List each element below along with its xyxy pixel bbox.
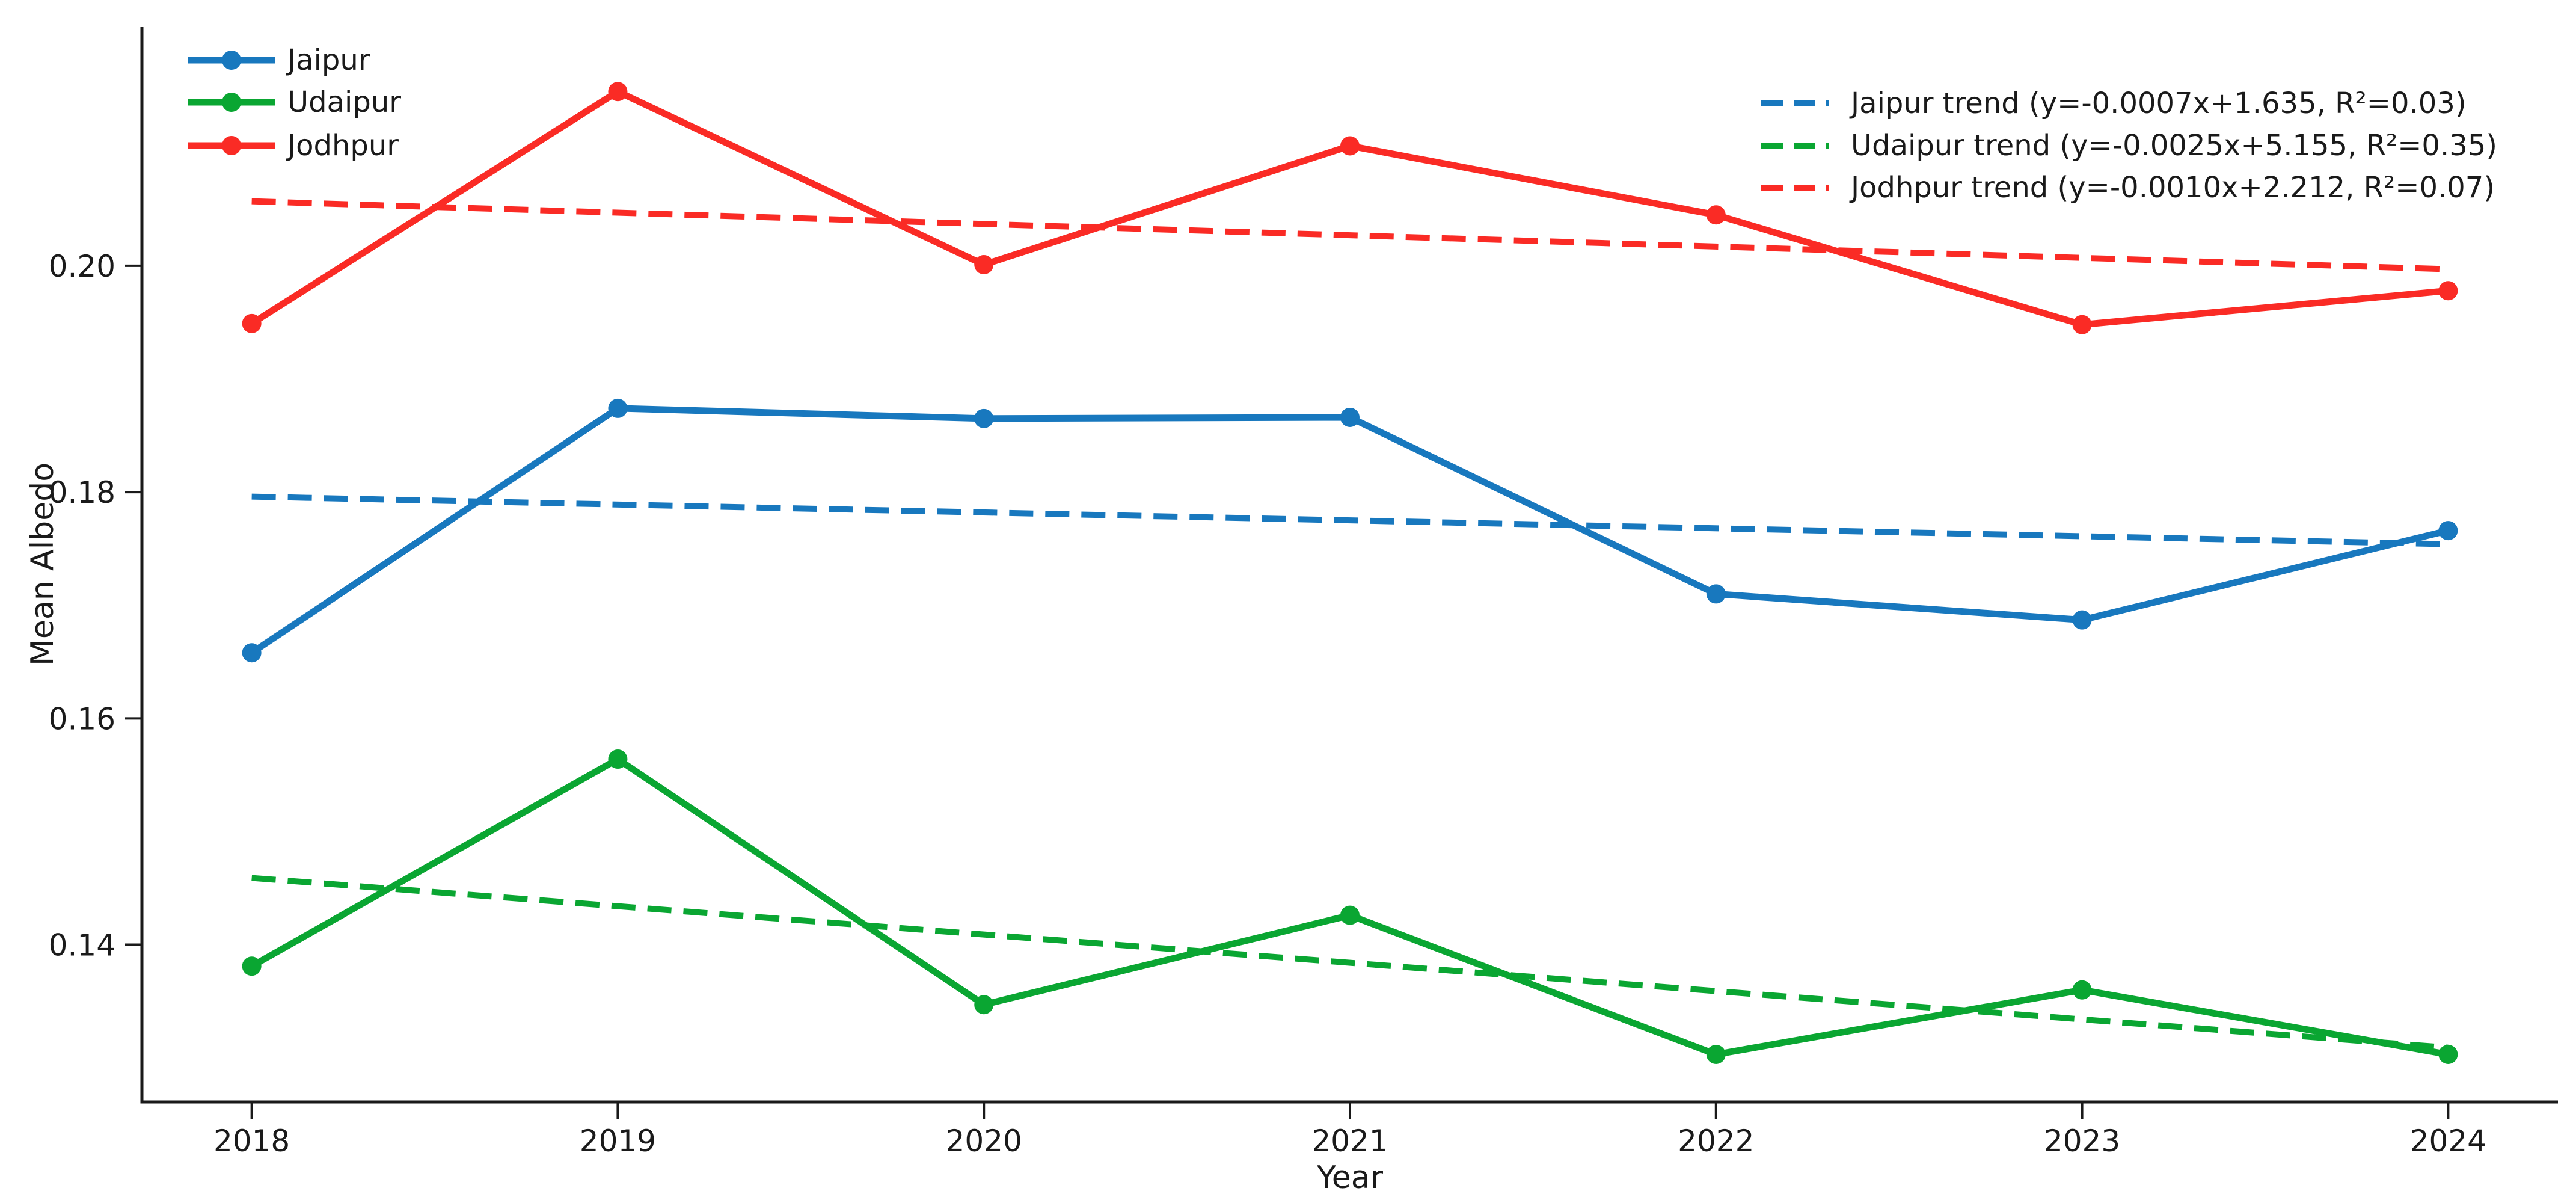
series-line bbox=[248, 88, 2452, 328]
data-point-marker bbox=[1706, 205, 1726, 225]
trend-layer bbox=[251, 198, 2449, 1051]
legend-series-label: Jaipur bbox=[286, 43, 370, 77]
data-point-marker bbox=[2072, 315, 2092, 334]
series-line bbox=[248, 405, 2452, 656]
data-point-marker bbox=[242, 956, 262, 976]
y-axis-title: Mean Albedo bbox=[25, 463, 61, 666]
y-tick-label: 0.14 bbox=[49, 928, 115, 963]
data-point-marker bbox=[1340, 407, 1360, 427]
series-layer bbox=[242, 82, 2458, 1064]
legend-series-marker bbox=[222, 136, 241, 155]
legend-trend-label: Jodhpur trend (y=-0.0010x+2.212, R²=0.07… bbox=[1849, 171, 2495, 205]
legend-trend-label: Udaipur trend (y=-0.0025x+5.155, R²=0.35… bbox=[1851, 129, 2497, 162]
legend-trend-label: Jaipur trend (y=-0.0007x+1.635, R²=0.03) bbox=[1849, 87, 2467, 120]
data-point-marker bbox=[242, 643, 262, 663]
legend-trends: Jaipur trend (y=-0.0007x+1.635, R²=0.03)… bbox=[1761, 87, 2497, 205]
y-tick-label: 0.18 bbox=[49, 475, 115, 510]
data-point-marker bbox=[1340, 136, 1360, 156]
data-point-marker bbox=[2072, 610, 2092, 630]
data-point-marker bbox=[974, 255, 994, 275]
x-tick-label: 2024 bbox=[2410, 1124, 2486, 1159]
x-tick-label: 2023 bbox=[2044, 1124, 2120, 1159]
data-point-marker bbox=[2438, 521, 2458, 541]
data-point-marker bbox=[242, 313, 262, 333]
data-point-marker bbox=[2438, 1044, 2458, 1064]
x-tick-label: 2018 bbox=[213, 1124, 290, 1159]
trend-line bbox=[251, 493, 2449, 547]
legend-series: Jaipur Udaipur Jodhpur bbox=[188, 43, 401, 162]
data-point-marker bbox=[1340, 905, 1360, 925]
data-point-marker bbox=[974, 408, 994, 428]
data-point-marker bbox=[974, 995, 994, 1015]
data-point-marker bbox=[608, 749, 628, 769]
x-tick-label: 2020 bbox=[946, 1124, 1022, 1159]
data-point-marker bbox=[2438, 281, 2458, 301]
axes-layer: 0.14 0.16 0.18 0.20 2018 2019 2020 2021 2022 2023… bbox=[49, 27, 2558, 1159]
trend-line bbox=[251, 875, 2449, 1051]
data-point-marker bbox=[2072, 980, 2092, 1000]
legend-series-label: Jodhpur bbox=[286, 129, 399, 162]
x-tick-label: 2021 bbox=[1311, 1124, 1388, 1159]
x-tick-label: 2022 bbox=[1678, 1124, 1754, 1159]
data-point-marker bbox=[1706, 1044, 1726, 1064]
data-point-marker bbox=[608, 398, 628, 418]
legend-series-label: Udaipur bbox=[287, 85, 401, 119]
y-tick-label: 0.16 bbox=[49, 701, 115, 736]
data-point-marker bbox=[608, 82, 628, 102]
x-tick-label: 2019 bbox=[580, 1124, 656, 1159]
data-point-marker bbox=[1706, 584, 1726, 604]
y-tick-label: 0.20 bbox=[49, 249, 115, 284]
legend-series-marker bbox=[222, 51, 241, 70]
legend-series-marker bbox=[222, 93, 241, 112]
x-axis-title: Year bbox=[1316, 1160, 1384, 1196]
trend-line bbox=[251, 198, 2449, 272]
